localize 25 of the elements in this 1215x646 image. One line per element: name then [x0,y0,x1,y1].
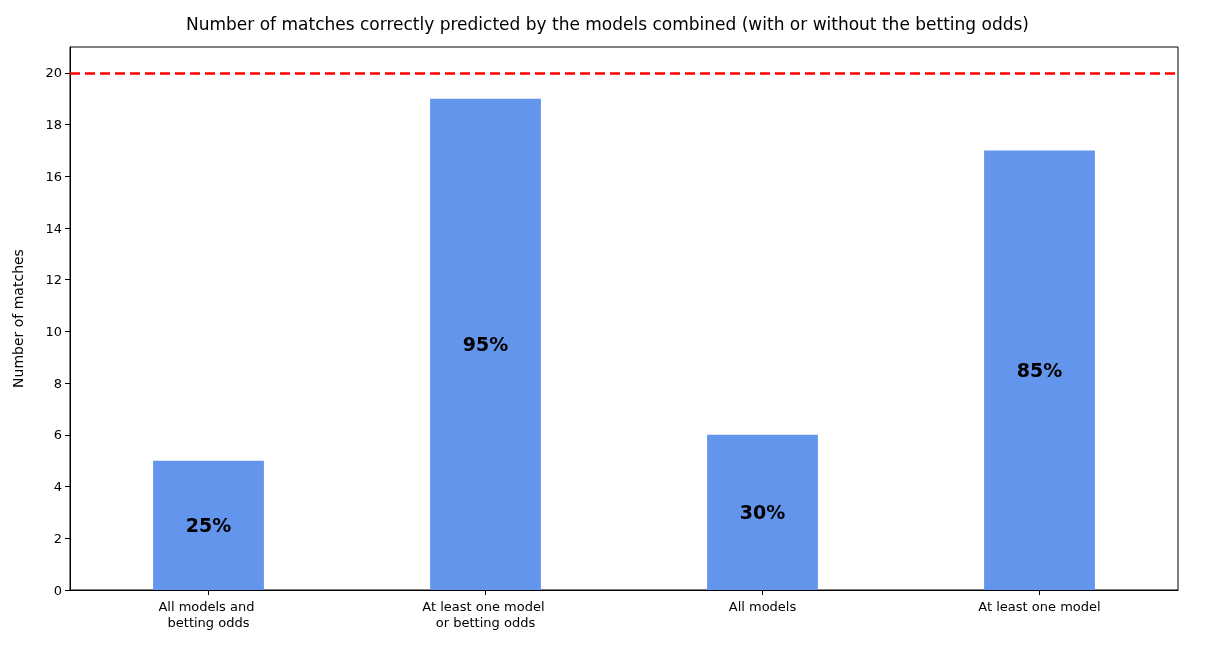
y-tick-label: 16 [45,168,62,184]
y-tick-label: 0 [53,582,62,598]
x-tick-label: At least one model or betting odds [422,598,549,630]
y-tick-label: 8 [53,375,62,391]
y-tick-label: 18 [45,117,62,133]
bar [430,98,541,590]
bar [153,460,264,590]
y-tick-label: 20 [45,65,62,81]
bar [707,434,818,590]
annotation: 25% [185,514,232,537]
y-tick-label: 10 [45,323,62,339]
x-tick-label: All models and betting odds [158,598,259,630]
y-axis-title: Number of matches [10,249,26,388]
y-tick-label: 12 [45,272,62,288]
x-tick-label: All models [728,598,797,614]
y-tick-label: 6 [53,427,62,443]
annotation: 95% [462,333,509,356]
y-tick-label: 2 [53,530,62,546]
y-tick-label: 14 [45,220,62,236]
chart-title: Number of matches correctly predicted by the models combined (with or without the betting odds) [186,13,1029,34]
annotation: 85% [1016,359,1063,382]
bar [984,150,1095,590]
x-tick-label: At least one model [978,598,1101,614]
y-tick-label: 4 [53,479,62,495]
annotation: 30% [739,501,786,524]
